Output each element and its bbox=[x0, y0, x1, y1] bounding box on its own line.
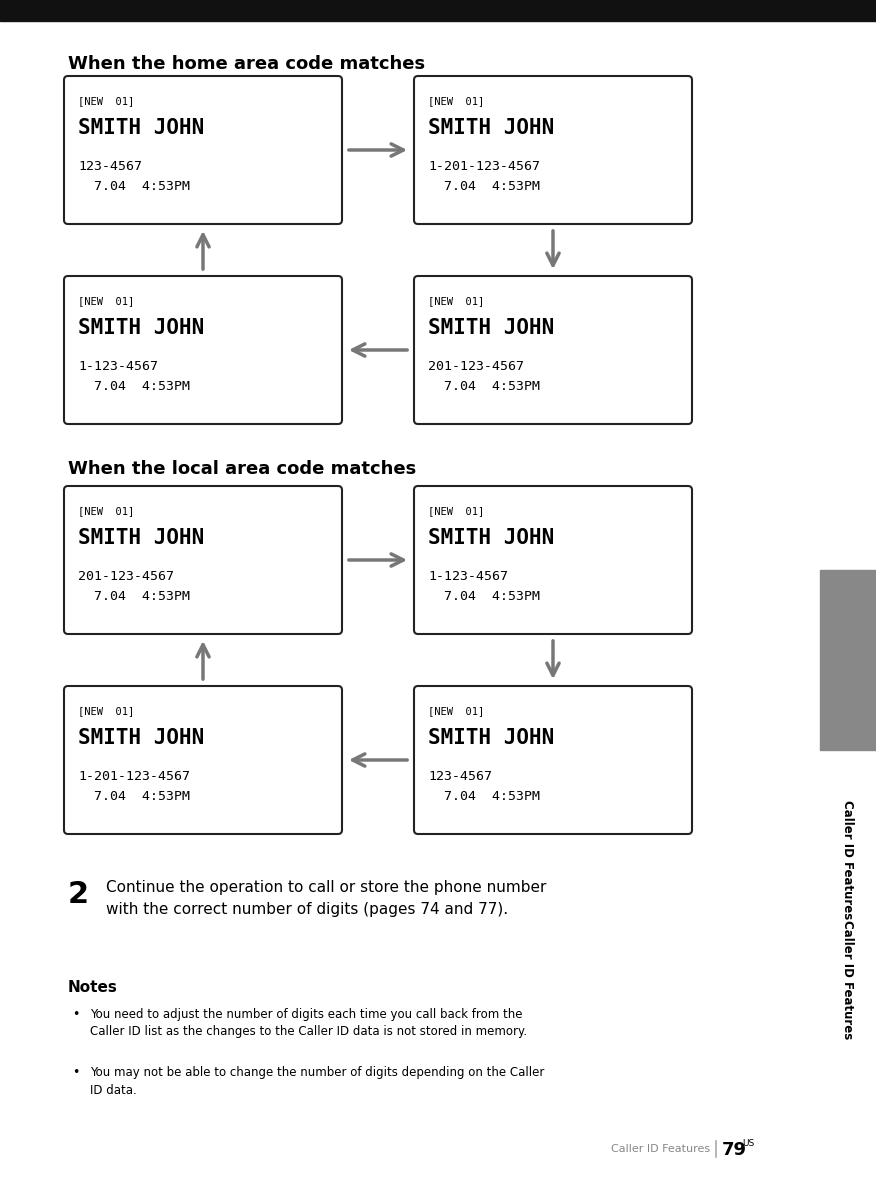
Text: SMITH JOHN: SMITH JOHN bbox=[428, 318, 555, 338]
FancyBboxPatch shape bbox=[414, 76, 692, 225]
Text: [NEW  01]: [NEW 01] bbox=[428, 506, 484, 517]
Text: 7.04  4:53PM: 7.04 4:53PM bbox=[428, 379, 540, 392]
Text: 1-201-123-4567: 1-201-123-4567 bbox=[428, 160, 540, 173]
Text: 7.04  4:53PM: 7.04 4:53PM bbox=[78, 379, 190, 392]
Text: You need to adjust the number of digits each time you call back from the
Caller : You need to adjust the number of digits … bbox=[90, 1008, 527, 1039]
Bar bbox=[820, 570, 876, 751]
Text: You may not be able to change the number of digits depending on the Caller
ID da: You may not be able to change the number… bbox=[90, 1066, 544, 1097]
Text: SMITH JOHN: SMITH JOHN bbox=[428, 728, 555, 748]
Text: Continue the operation to call or store the phone number
with the correct number: Continue the operation to call or store … bbox=[106, 881, 547, 917]
Text: 1-201-123-4567: 1-201-123-4567 bbox=[78, 769, 190, 782]
Text: [NEW  01]: [NEW 01] bbox=[428, 706, 484, 716]
Text: SMITH JOHN: SMITH JOHN bbox=[78, 118, 204, 138]
Text: SMITH JOHN: SMITH JOHN bbox=[78, 528, 204, 548]
FancyBboxPatch shape bbox=[414, 277, 692, 424]
Text: [NEW  01]: [NEW 01] bbox=[428, 96, 484, 106]
FancyBboxPatch shape bbox=[414, 486, 692, 634]
Text: [NEW  01]: [NEW 01] bbox=[78, 506, 134, 517]
Text: 1-123-4567: 1-123-4567 bbox=[78, 361, 158, 374]
Text: SMITH JOHN: SMITH JOHN bbox=[428, 528, 555, 548]
Text: 7.04  4:53PM: 7.04 4:53PM bbox=[428, 180, 540, 193]
Text: [NEW  01]: [NEW 01] bbox=[78, 96, 134, 106]
Text: When the home area code matches: When the home area code matches bbox=[68, 56, 425, 73]
Text: 123-4567: 123-4567 bbox=[78, 160, 142, 173]
FancyBboxPatch shape bbox=[64, 277, 342, 424]
Text: Caller ID Features: Caller ID Features bbox=[611, 1144, 710, 1154]
Text: •: • bbox=[72, 1008, 80, 1021]
Text: SMITH JOHN: SMITH JOHN bbox=[78, 318, 204, 338]
Text: •: • bbox=[72, 1066, 80, 1079]
Text: When the local area code matches: When the local area code matches bbox=[68, 460, 416, 478]
Text: 7.04  4:53PM: 7.04 4:53PM bbox=[428, 590, 540, 603]
Text: [NEW  01]: [NEW 01] bbox=[78, 706, 134, 716]
Text: 7.04  4:53PM: 7.04 4:53PM bbox=[78, 180, 190, 193]
Text: 1-123-4567: 1-123-4567 bbox=[428, 570, 508, 583]
Text: Caller ID Features: Caller ID Features bbox=[842, 921, 854, 1040]
Text: [NEW  01]: [NEW 01] bbox=[78, 296, 134, 306]
Text: 7.04  4:53PM: 7.04 4:53PM bbox=[428, 790, 540, 803]
Text: 123-4567: 123-4567 bbox=[428, 769, 492, 782]
Text: 79: 79 bbox=[722, 1141, 747, 1160]
Text: 7.04  4:53PM: 7.04 4:53PM bbox=[78, 790, 190, 803]
Text: US: US bbox=[742, 1138, 754, 1148]
Text: 201-123-4567: 201-123-4567 bbox=[428, 361, 524, 374]
Text: 7.04  4:53PM: 7.04 4:53PM bbox=[78, 590, 190, 603]
FancyBboxPatch shape bbox=[414, 686, 692, 834]
Text: 201-123-4567: 201-123-4567 bbox=[78, 570, 174, 583]
FancyBboxPatch shape bbox=[64, 76, 342, 225]
Text: [NEW  01]: [NEW 01] bbox=[428, 296, 484, 306]
Text: Notes: Notes bbox=[68, 980, 118, 995]
Text: SMITH JOHN: SMITH JOHN bbox=[428, 118, 555, 138]
FancyBboxPatch shape bbox=[64, 686, 342, 834]
FancyBboxPatch shape bbox=[64, 486, 342, 634]
Text: 2: 2 bbox=[68, 881, 89, 909]
Bar bbox=[0, 0, 876, 21]
Text: Caller ID Features: Caller ID Features bbox=[842, 800, 854, 920]
Text: SMITH JOHN: SMITH JOHN bbox=[78, 728, 204, 748]
